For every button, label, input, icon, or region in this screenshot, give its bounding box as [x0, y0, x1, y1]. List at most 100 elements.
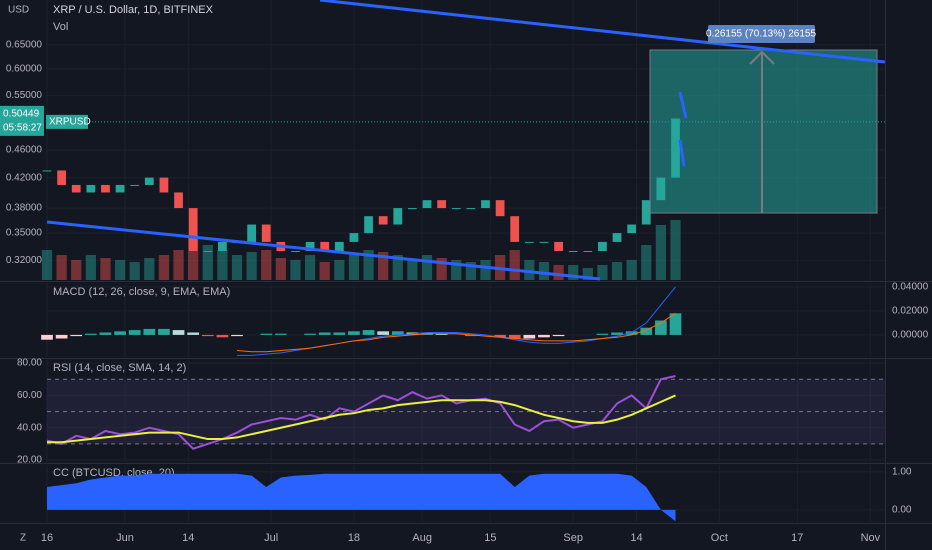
- histogram-bar: [158, 328, 170, 335]
- pane-title: MACD (12, 26, close, 9, EMA, EMA): [53, 286, 230, 298]
- candle: [218, 241, 227, 252]
- volume-bar: [378, 252, 389, 280]
- candle: [349, 233, 359, 242]
- y-tick-label: 0.55000: [6, 90, 43, 101]
- x-tick-label: Sep: [563, 532, 583, 544]
- candle: [247, 224, 257, 242]
- histogram-bar: [669, 313, 682, 335]
- histogram-bar: [143, 328, 156, 335]
- volume-bar: [524, 260, 535, 280]
- x-tick-label: 14: [182, 532, 194, 544]
- candle: [422, 200, 432, 209]
- volume-bar: [71, 260, 82, 280]
- volume-bar: [451, 260, 462, 280]
- price-tag: [0, 105, 44, 136]
- candle: [466, 208, 476, 210]
- histogram-bar: [114, 331, 126, 335]
- histogram-bar: [55, 334, 68, 339]
- candle: [451, 208, 461, 210]
- ticker-label: XRPUSD: [49, 116, 91, 127]
- candle: [188, 208, 198, 252]
- cc-area: [47, 473, 676, 522]
- candle: [261, 224, 271, 242]
- histogram-bar: [596, 333, 609, 335]
- histogram-bar: [41, 334, 53, 340]
- candle: [378, 216, 388, 225]
- y-tick-label: 0.00000: [892, 330, 929, 341]
- histogram-bar: [552, 334, 565, 337]
- volume-bar: [670, 220, 681, 280]
- candle: [598, 241, 607, 252]
- volume-bar: [392, 255, 403, 280]
- histogram-bar: [508, 334, 521, 339]
- volume-bar: [202, 245, 213, 280]
- volume-bar: [275, 258, 286, 280]
- volume-bar: [173, 250, 184, 280]
- histogram-bar: [201, 334, 214, 337]
- volume-bar: [100, 258, 111, 280]
- histogram-bar: [494, 334, 506, 338]
- histogram-bar: [625, 331, 638, 335]
- measure-label: 0.26155 (70.13%) 26155: [706, 29, 817, 40]
- x-tick-label: Oct: [711, 532, 728, 544]
- y-tick-label: 0.46000: [6, 145, 43, 156]
- candle: [334, 241, 344, 252]
- histogram-bar: [172, 330, 185, 335]
- candle: [495, 200, 505, 217]
- y-tick-label: 0.02000: [892, 306, 929, 317]
- volume-bar: [553, 265, 564, 280]
- histogram-bar: [333, 332, 346, 335]
- volume-bar: [85, 255, 96, 280]
- candle: [144, 177, 154, 185]
- volume-bar: [348, 255, 360, 280]
- y-tick-label: 0.35000: [6, 228, 43, 239]
- volume-bar: [56, 255, 67, 280]
- volume-bar: [597, 265, 608, 280]
- candle: [583, 251, 593, 253]
- volume-bar: [436, 258, 447, 280]
- histogram-bar: [435, 333, 448, 335]
- timezone-button[interactable]: Z: [20, 533, 26, 544]
- volume-bar: [509, 250, 520, 280]
- trendline: [678, 91, 688, 119]
- rsi-line: [47, 394, 676, 444]
- candle: [86, 184, 96, 193]
- measure-box: [708, 25, 815, 43]
- candle: [115, 184, 125, 193]
- candle: [159, 177, 169, 193]
- y-tick-label: 20.00: [17, 455, 42, 466]
- candle: [130, 184, 140, 186]
- macd-line: [236, 312, 676, 353]
- x-tick-label: Nov: [861, 532, 881, 544]
- candle: [203, 251, 213, 253]
- price-tag-value: 0.50449: [3, 108, 40, 119]
- volume-bar: [626, 260, 637, 280]
- y-tick-label: 0.65000: [6, 39, 43, 50]
- volume-bar: [129, 262, 140, 280]
- x-tick-label: 16: [41, 532, 53, 544]
- candle: [408, 208, 417, 210]
- ticker-tag: [46, 114, 88, 129]
- drawings: 0.26155 (70.13%) 26155: [46, 0, 886, 281]
- volume-bar: [334, 260, 345, 280]
- volume-bar: [538, 262, 550, 280]
- volume-bar: [655, 225, 666, 280]
- histogram-bar: [640, 327, 653, 335]
- rsi-line: [46, 375, 676, 450]
- y-tick-label: 80.00: [17, 358, 42, 369]
- x-tick-label: 14: [630, 532, 642, 544]
- histogram-bar: [465, 334, 477, 337]
- volume-bar: [421, 255, 433, 280]
- trendline: [678, 139, 686, 167]
- volume-bar: [407, 260, 418, 280]
- volume-bar: [188, 235, 199, 280]
- x-tick-label: Aug: [412, 532, 432, 544]
- pane-title: RSI (14, close, SMA, 14, 2): [53, 362, 186, 374]
- candle: [437, 200, 447, 209]
- histogram-bar: [260, 333, 273, 335]
- volume-bar: [114, 260, 126, 280]
- histogram-bar: [231, 334, 243, 337]
- volume-bar: [217, 250, 228, 280]
